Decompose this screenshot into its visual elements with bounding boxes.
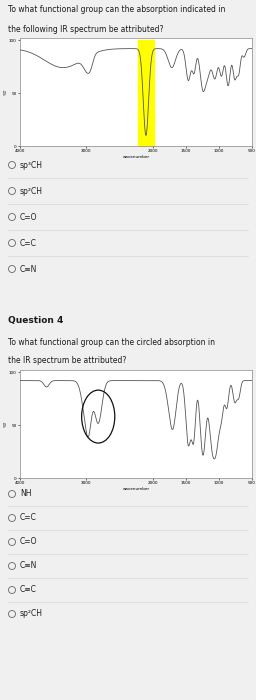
Text: C=C: C=C [20, 239, 37, 248]
Text: To what functional group can the absorption indicated in: To what functional group can the absorpt… [8, 5, 225, 14]
Text: the IR spectrum be attributed?: the IR spectrum be attributed? [8, 356, 126, 365]
Text: C=O: C=O [20, 213, 37, 221]
Text: C≡N: C≡N [20, 561, 37, 570]
Y-axis label: %T: %T [3, 89, 7, 95]
X-axis label: wavenumber: wavenumber [122, 487, 150, 491]
Text: sp²CH: sp²CH [20, 610, 43, 619]
Text: C=C: C=C [20, 514, 37, 522]
Text: sp³CH: sp³CH [20, 160, 43, 169]
Text: C=O: C=O [20, 538, 37, 547]
Text: sp²CH: sp²CH [20, 186, 43, 195]
Text: Question 4: Question 4 [8, 316, 63, 325]
Y-axis label: %T: %T [3, 421, 7, 427]
Text: the following IR spectrum be attributed?: the following IR spectrum be attributed? [8, 25, 164, 34]
Text: C≡C: C≡C [20, 585, 37, 594]
Text: To what functional group can the circled absorption in: To what functional group can the circled… [8, 338, 215, 347]
Text: NH: NH [20, 489, 31, 498]
X-axis label: wavenumber: wavenumber [122, 155, 150, 159]
Text: C≡N: C≡N [20, 265, 37, 274]
